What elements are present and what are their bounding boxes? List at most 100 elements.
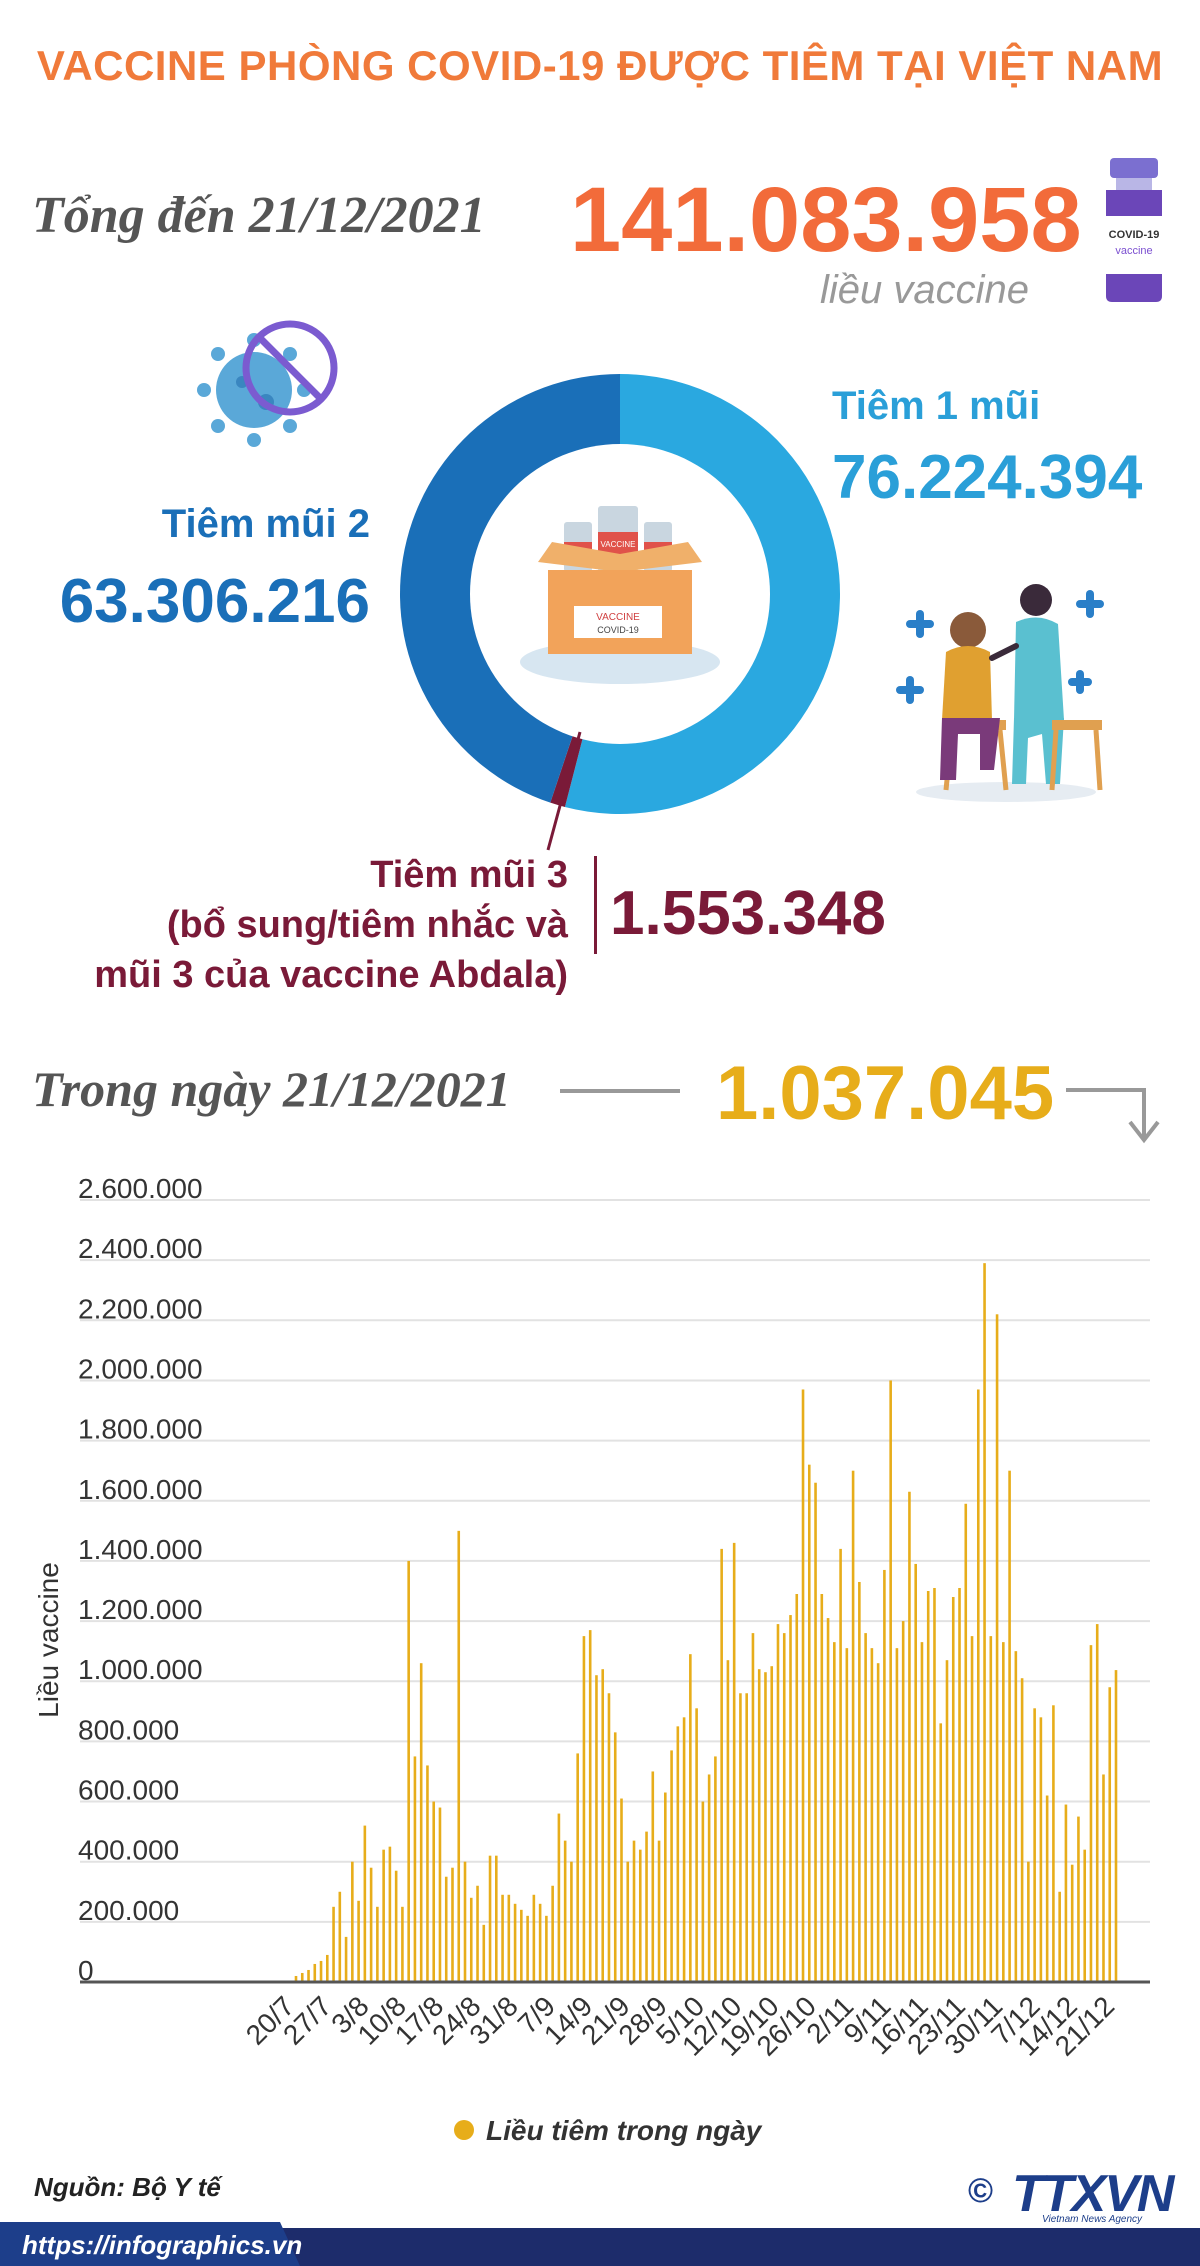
bar bbox=[1027, 1861, 1030, 1982]
y-tick-label: 1.800.000 bbox=[78, 1414, 203, 1445]
bar bbox=[989, 1636, 993, 1982]
bar bbox=[294, 1975, 298, 1982]
bar bbox=[557, 1813, 561, 1982]
bar bbox=[532, 1894, 536, 1982]
bar bbox=[839, 1548, 842, 1982]
bar bbox=[670, 1750, 673, 1982]
bar bbox=[407, 1560, 410, 1982]
bar bbox=[357, 1900, 360, 1982]
dose1-label: Tiêm 1 mũi bbox=[832, 384, 1041, 428]
bar bbox=[300, 1972, 304, 1982]
bar bbox=[889, 1380, 892, 1982]
y-tick-label: 2.000.000 bbox=[78, 1353, 203, 1384]
bar bbox=[964, 1503, 968, 1982]
bar bbox=[344, 1936, 348, 1982]
bar bbox=[858, 1581, 861, 1982]
y-tick-label: 0 bbox=[78, 1955, 94, 1986]
bar bbox=[570, 1861, 573, 1982]
bar bbox=[513, 1903, 517, 1982]
bar bbox=[1095, 1624, 1099, 1982]
page-title: VACCINE PHÒNG COVID-19 ĐƯỢC TIÊM TẠI VIỆ… bbox=[36, 42, 1164, 89]
y-axis-label: Liều vaccine bbox=[33, 1562, 64, 1718]
bar bbox=[757, 1669, 761, 1982]
vaccination-scene-icon bbox=[896, 584, 1104, 802]
bar bbox=[1070, 1864, 1074, 1982]
bar bbox=[607, 1693, 611, 1982]
bar bbox=[325, 1954, 329, 1982]
bar bbox=[376, 1906, 379, 1982]
bar bbox=[488, 1855, 492, 1982]
bar bbox=[463, 1861, 467, 1982]
bar bbox=[689, 1654, 692, 1982]
bar bbox=[457, 1530, 461, 1982]
bar bbox=[795, 1594, 799, 1982]
dose-donut-chart: VACCINE VACCINE COVID-19 bbox=[400, 374, 841, 814]
dose3-label-line: Tiêm mũi 3 bbox=[370, 854, 568, 896]
bar bbox=[613, 1732, 617, 1982]
bar bbox=[551, 1885, 554, 1982]
total-value: 141.083.958 bbox=[570, 169, 1082, 271]
dose3-leader-line bbox=[546, 731, 582, 851]
bar bbox=[426, 1765, 429, 1982]
vaccine-box-icon: VACCINE VACCINE COVID-19 bbox=[520, 506, 720, 684]
bar bbox=[369, 1867, 373, 1982]
bar bbox=[751, 1633, 755, 1982]
bar bbox=[789, 1615, 792, 1982]
bar bbox=[664, 1792, 667, 1982]
bar bbox=[444, 1876, 448, 1982]
copyright-icon: © bbox=[968, 2172, 994, 2210]
bar bbox=[920, 1642, 924, 1982]
bar bbox=[363, 1825, 367, 1982]
bar bbox=[482, 1924, 486, 1982]
bar bbox=[1002, 1642, 1005, 1982]
bar bbox=[695, 1708, 698, 1982]
dose2-value: 63.306.216 bbox=[59, 567, 370, 636]
bar bbox=[939, 1723, 943, 1982]
bar bbox=[914, 1563, 917, 1982]
bar bbox=[469, 1897, 473, 1982]
bar bbox=[776, 1624, 780, 1982]
bar bbox=[801, 1389, 805, 1982]
y-tick-label: 1.200.000 bbox=[78, 1594, 203, 1625]
bar bbox=[770, 1666, 774, 1982]
total-label: Tổng đến 21/12/2021 bbox=[32, 187, 486, 244]
bar bbox=[401, 1906, 404, 1982]
y-tick-label: 1.600.000 bbox=[78, 1474, 203, 1505]
bar bbox=[851, 1470, 855, 1982]
source-note: Nguồn: Bộ Y tế bbox=[34, 2172, 221, 2202]
bar bbox=[351, 1861, 354, 1982]
bar bbox=[901, 1621, 905, 1982]
footer-url-link[interactable]: https://infographics.vn bbox=[22, 2230, 303, 2260]
bar bbox=[745, 1693, 748, 1982]
bar bbox=[826, 1618, 830, 1982]
bar bbox=[876, 1663, 880, 1982]
bar bbox=[588, 1630, 592, 1982]
dose3-label: Tiêm mũi 3 (bổ sung/tiêm nhắc và mũi 3 c… bbox=[20, 850, 568, 1000]
bar bbox=[626, 1861, 630, 1982]
dose3-divider bbox=[594, 856, 597, 954]
bar bbox=[714, 1756, 717, 1982]
bar bbox=[645, 1831, 648, 1982]
bar bbox=[1077, 1816, 1080, 1982]
bar bbox=[1045, 1795, 1049, 1982]
bar bbox=[1014, 1651, 1018, 1982]
bar bbox=[682, 1717, 686, 1982]
bar bbox=[520, 1909, 523, 1982]
bar bbox=[1039, 1717, 1043, 1982]
bar bbox=[764, 1672, 767, 1982]
bar bbox=[526, 1915, 529, 1982]
bar bbox=[726, 1660, 730, 1982]
y-tick-label: 1.000.000 bbox=[78, 1654, 203, 1685]
bar bbox=[545, 1915, 548, 1982]
daily-doses-bar-chart: 0 200.000 400.000 600.000 800.000 1.000.000 1.… bbox=[33, 1173, 1150, 2146]
bar bbox=[638, 1849, 642, 1982]
box-label-1: VACCINE bbox=[596, 612, 640, 623]
bar bbox=[739, 1693, 742, 1982]
bar bbox=[951, 1597, 955, 1982]
bar bbox=[845, 1648, 849, 1982]
bar bbox=[1033, 1708, 1036, 1982]
bar bbox=[1008, 1470, 1011, 1982]
bar bbox=[926, 1591, 930, 1982]
total-unit: liều vaccine bbox=[820, 268, 1030, 312]
bar bbox=[501, 1894, 504, 1982]
